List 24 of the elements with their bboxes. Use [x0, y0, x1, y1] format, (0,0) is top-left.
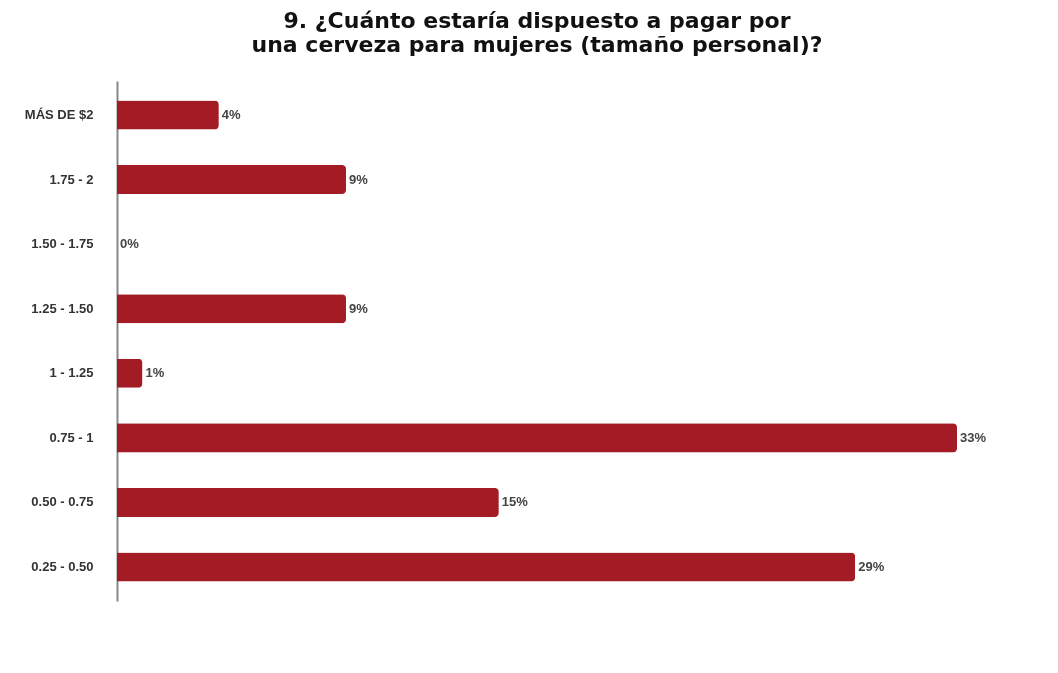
- bar: [117, 552, 856, 582]
- bar: [117, 164, 347, 195]
- y-tick-label: 0.25 - 0.50: [31, 559, 94, 575]
- chart-title: 9. ¿Cuánto estaría dispuesto a pagar por una cerveza para mujeres (tamaño personal)?: [251, 8, 823, 57]
- bar: [117, 358, 143, 388]
- y-tick-label: 1.25 - 1.50: [31, 300, 94, 316]
- y-tick-label: MÁS DE $2: [24, 106, 94, 122]
- data-label: 9%: [349, 171, 369, 187]
- data-label: 1%: [145, 365, 165, 381]
- data-label: 0%: [120, 236, 140, 252]
- bar: [117, 487, 499, 518]
- bar: [117, 294, 347, 324]
- data-label: 9%: [349, 300, 369, 316]
- data-label: 33%: [960, 429, 987, 445]
- bar: [117, 423, 957, 453]
- data-label: 29%: [858, 559, 885, 575]
- y-tick-label: 1.50 - 1.75: [31, 236, 94, 252]
- data-label: 4%: [221, 106, 242, 122]
- y-tick-label: 0.75 - 1: [49, 429, 94, 445]
- data-label: 15%: [501, 494, 529, 510]
- y-tick-label: 1 - 1.25: [49, 365, 94, 381]
- y-tick-label: 1.75 - 2: [49, 171, 94, 187]
- y-tick-label: 0.50 - 0.75: [31, 494, 94, 510]
- bar: [117, 100, 219, 130]
